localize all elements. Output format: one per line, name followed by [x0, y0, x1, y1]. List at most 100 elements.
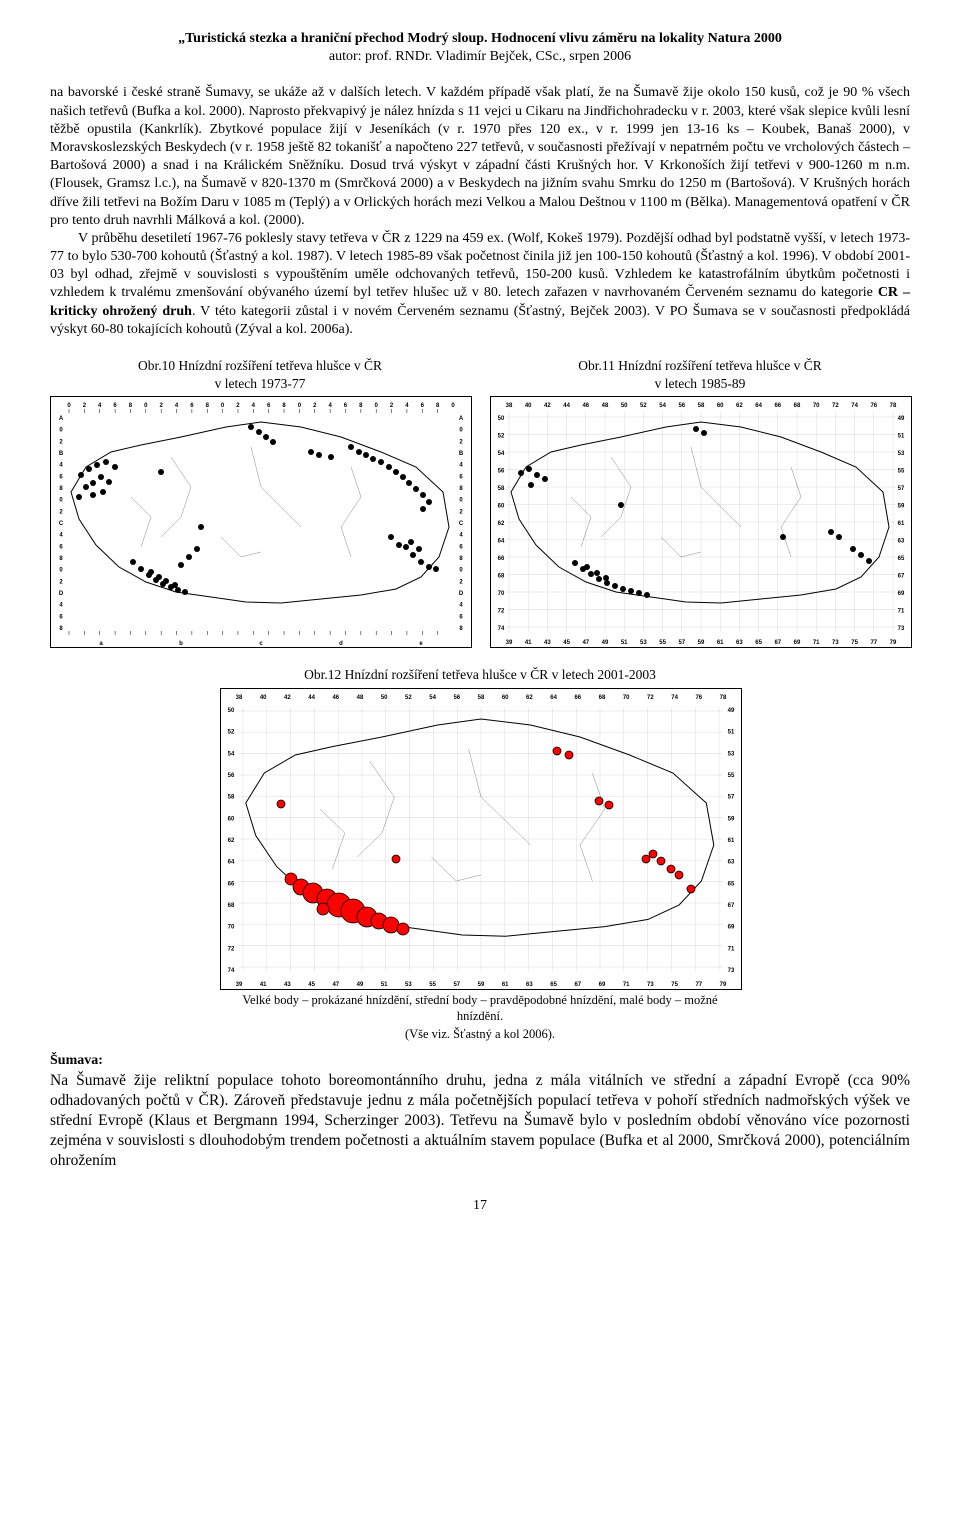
svg-text:71: 71 [728, 946, 735, 952]
svg-text:66: 66 [574, 695, 581, 701]
svg-text:59: 59 [478, 982, 485, 988]
svg-text:77: 77 [870, 640, 877, 646]
svg-text:79: 79 [720, 982, 727, 988]
svg-text:64: 64 [498, 539, 505, 545]
svg-text:39: 39 [506, 640, 513, 646]
svg-text:55: 55 [659, 640, 666, 646]
svg-text:71: 71 [623, 982, 630, 988]
svg-text:53: 53 [640, 640, 647, 646]
svg-text:78: 78 [890, 403, 897, 409]
svg-text:49: 49 [357, 982, 364, 988]
svg-text:74: 74 [498, 626, 505, 632]
svg-text:68: 68 [228, 903, 235, 909]
svg-text:b: b [179, 641, 183, 647]
svg-text:73: 73 [728, 968, 735, 974]
svg-text:40: 40 [525, 403, 532, 409]
svg-text:68: 68 [599, 695, 606, 701]
svg-text:67: 67 [774, 640, 781, 646]
svg-text:57: 57 [728, 794, 735, 800]
svg-text:73: 73 [898, 626, 905, 632]
svg-text:B: B [459, 451, 464, 457]
svg-text:63: 63 [898, 539, 905, 545]
svg-text:54: 54 [228, 751, 235, 757]
svg-text:A: A [59, 416, 64, 422]
svg-text:58: 58 [478, 695, 485, 701]
svg-text:70: 70 [228, 924, 235, 930]
svg-text:50: 50 [498, 416, 505, 422]
svg-text:A: A [459, 416, 464, 422]
svg-text:57: 57 [678, 640, 685, 646]
svg-text:45: 45 [563, 640, 570, 646]
svg-text:50: 50 [621, 403, 628, 409]
svg-text:48: 48 [357, 695, 364, 701]
svg-text:78: 78 [720, 695, 727, 701]
svg-text:64: 64 [228, 859, 235, 865]
svg-text:67: 67 [728, 903, 735, 909]
svg-text:72: 72 [647, 695, 654, 701]
svg-text:53: 53 [405, 982, 412, 988]
svg-text:65: 65 [755, 640, 762, 646]
svg-text:52: 52 [498, 434, 505, 440]
svg-text:58: 58 [228, 794, 235, 800]
svg-text:66: 66 [774, 403, 781, 409]
svg-text:44: 44 [308, 695, 315, 701]
svg-text:69: 69 [794, 640, 801, 646]
svg-text:54: 54 [659, 403, 666, 409]
svg-text:66: 66 [498, 556, 505, 562]
svg-text:63: 63 [736, 640, 743, 646]
svg-text:60: 60 [502, 695, 509, 701]
sumava-text: Na Šumavě žije reliktní populace tohoto … [50, 1071, 910, 1172]
svg-text:51: 51 [898, 434, 905, 440]
svg-text:71: 71 [898, 609, 905, 615]
svg-text:54: 54 [498, 451, 505, 457]
page-number: 17 [50, 1197, 910, 1215]
svg-text:56: 56 [453, 695, 460, 701]
svg-text:72: 72 [832, 403, 839, 409]
svg-text:D: D [59, 591, 64, 597]
svg-text:67: 67 [574, 982, 581, 988]
svg-text:64: 64 [755, 403, 762, 409]
svg-text:62: 62 [736, 403, 743, 409]
svg-text:40: 40 [260, 695, 267, 701]
svg-text:62: 62 [498, 521, 505, 527]
svg-text:53: 53 [728, 751, 735, 757]
svg-text:68: 68 [498, 574, 505, 580]
svg-text:50: 50 [228, 708, 235, 714]
author-line: autor: prof. RNDr. Vladimír Bejček, CSc.… [329, 49, 631, 64]
svg-text:65: 65 [728, 881, 735, 887]
svg-text:57: 57 [453, 982, 460, 988]
doc-title: „Turistická stezka a hraniční přechod Mo… [178, 31, 782, 46]
svg-text:65: 65 [550, 982, 557, 988]
svg-text:44: 44 [563, 403, 570, 409]
svg-text:54: 54 [429, 695, 436, 701]
svg-text:49: 49 [602, 640, 609, 646]
figure-10: Obr.10 Hnízdní rozšíření tetřeva hlušce … [50, 357, 470, 648]
svg-text:56: 56 [678, 403, 685, 409]
svg-text:41: 41 [525, 640, 532, 646]
svg-text:50: 50 [381, 695, 388, 701]
svg-text:74: 74 [671, 695, 678, 701]
svg-text:70: 70 [498, 591, 505, 597]
svg-text:66: 66 [228, 881, 235, 887]
svg-text:62: 62 [228, 838, 235, 844]
svg-text:51: 51 [621, 640, 628, 646]
svg-text:61: 61 [728, 838, 735, 844]
svg-text:51: 51 [381, 982, 388, 988]
svg-text:51: 51 [728, 729, 735, 735]
svg-text:55: 55 [429, 982, 436, 988]
svg-text:47: 47 [332, 982, 339, 988]
svg-text:69: 69 [898, 591, 905, 597]
map-1973-77: 02468024680246802468024680AA0022BB446688… [50, 396, 472, 648]
svg-text:43: 43 [284, 982, 291, 988]
svg-text:38: 38 [236, 695, 243, 701]
svg-text:47: 47 [582, 640, 589, 646]
svg-text:64: 64 [550, 695, 557, 701]
svg-text:39: 39 [236, 982, 243, 988]
svg-text:48: 48 [602, 403, 609, 409]
svg-text:46: 46 [582, 403, 589, 409]
svg-text:B: B [59, 451, 64, 457]
figure-12: Obr.12 Hnízdní rozšíření tetřeva hlušce … [220, 666, 740, 1042]
svg-text:72: 72 [498, 609, 505, 615]
svg-text:59: 59 [698, 640, 705, 646]
svg-text:61: 61 [502, 982, 509, 988]
